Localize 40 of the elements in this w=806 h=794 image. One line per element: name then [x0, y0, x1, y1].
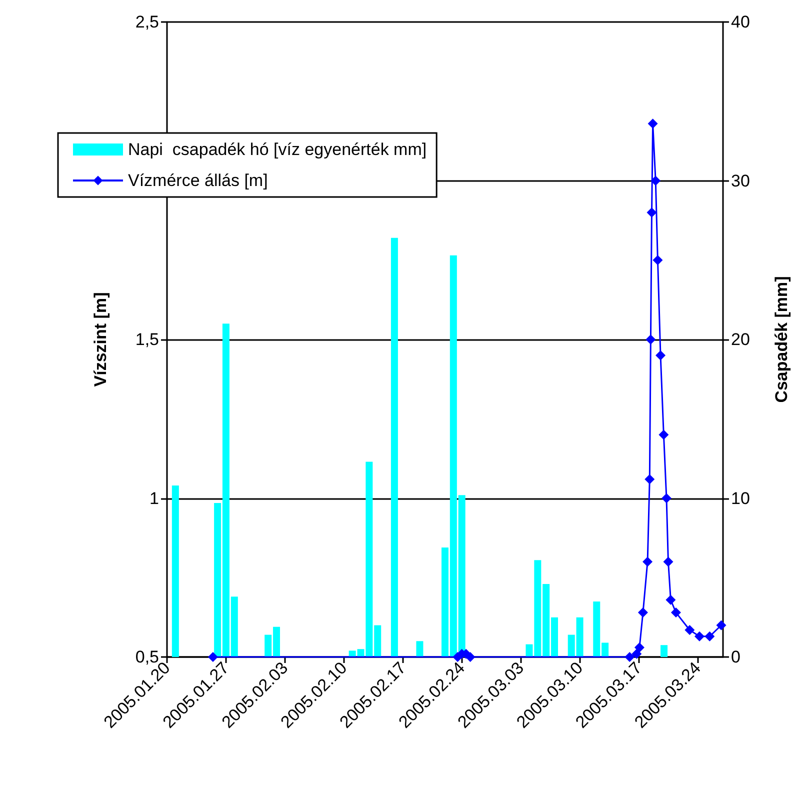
y-tick-label: 1	[150, 488, 159, 508]
bar	[660, 645, 668, 657]
bar	[416, 641, 424, 657]
point	[661, 493, 672, 504]
y-tick-label: 0,5	[135, 648, 159, 666]
point	[646, 208, 657, 218]
point	[670, 608, 681, 618]
y-tick-label: 1,5	[135, 330, 159, 349]
point	[663, 556, 674, 567]
y-axis-title: Vízszint [m]	[91, 292, 110, 387]
y-tick-label: 2,5	[135, 12, 159, 32]
y2-tick-label: 20	[731, 330, 750, 349]
point	[632, 648, 642, 659]
y2-tick-label: 10	[731, 488, 750, 508]
point	[716, 620, 726, 630]
y2-axis-title: Csapadék [mm]	[772, 276, 791, 403]
point	[652, 255, 663, 266]
point	[650, 176, 661, 186]
point	[648, 118, 658, 129]
bar	[172, 486, 179, 657]
point	[465, 652, 476, 662]
point	[634, 642, 644, 652]
point	[646, 334, 656, 344]
point	[684, 625, 695, 636]
point	[694, 631, 704, 642]
legend-label: Napi csapadék hó [víz egyenérték mm]	[128, 140, 427, 159]
point	[624, 652, 635, 662]
point	[656, 350, 666, 360]
point	[208, 652, 218, 662]
point	[644, 474, 655, 484]
point	[704, 631, 715, 642]
point	[638, 608, 648, 618]
y2-tick-label: 40	[731, 12, 750, 32]
y2-tick-label: 30	[731, 171, 750, 190]
point	[666, 594, 676, 605]
point	[642, 556, 653, 567]
legend-label: Vízmérce állás [m]	[128, 171, 268, 190]
point	[658, 430, 669, 440]
bar	[390, 238, 398, 657]
y2-tick-label: 0	[731, 648, 740, 666]
